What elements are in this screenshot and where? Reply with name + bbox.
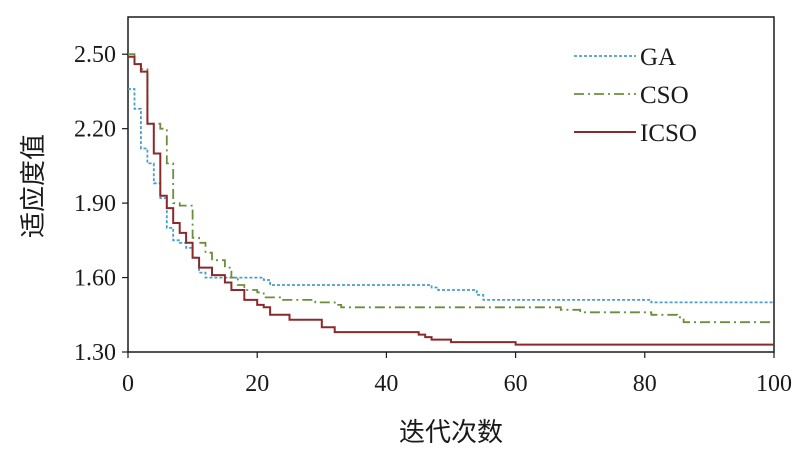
- legend-label-cso: CSO: [640, 82, 689, 109]
- series-layer: [128, 53, 774, 346]
- y-tick-label: 1.90: [74, 191, 116, 217]
- x-tick-label: 20: [245, 371, 269, 397]
- y-tick-label: 2.20: [74, 117, 116, 143]
- x-axis-label: 迭代次数: [399, 418, 503, 448]
- series-line-icso: [128, 55, 774, 346]
- legend: GA CSO ICSO: [574, 44, 697, 147]
- legend-label-ga: GA: [640, 44, 676, 71]
- x-tick-label: 60: [504, 371, 528, 397]
- x-tick-label: 100: [756, 371, 792, 397]
- series-line-ga: [128, 88, 774, 304]
- plot-area-frame: [127, 16, 775, 353]
- x-tick-label: 80: [633, 371, 657, 397]
- y-tick-label: 1.60: [74, 266, 116, 292]
- x-tick-label: 0: [122, 371, 134, 397]
- legend-label-icso: ICSO: [640, 120, 697, 147]
- y-axis-label: 适应度值: [19, 134, 49, 238]
- x-tick-label: 40: [374, 371, 398, 397]
- y-tick-label: 2.50: [74, 42, 116, 68]
- series-line-cso: [128, 53, 774, 324]
- tick-layer: 0 20 40 60 80 100 1.30 1.60 1.90 2.20 2.50: [74, 42, 792, 397]
- y-tick-label: 1.30: [74, 340, 116, 366]
